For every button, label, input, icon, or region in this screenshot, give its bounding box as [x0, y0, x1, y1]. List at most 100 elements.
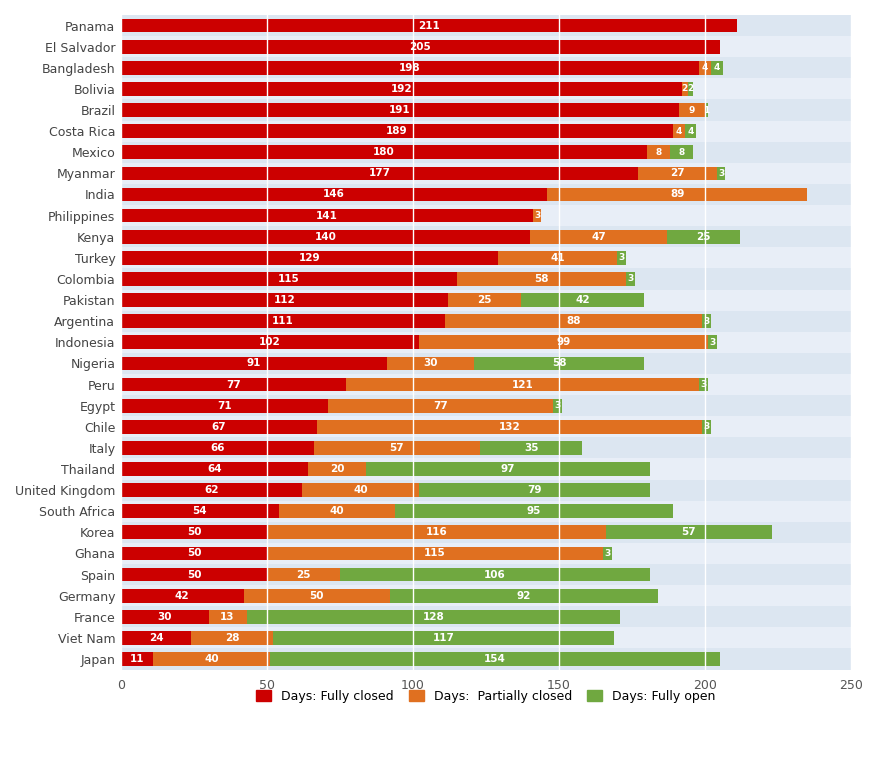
Bar: [121, 416, 850, 438]
Text: 8: 8: [654, 148, 660, 157]
Bar: [121, 19, 737, 33]
Bar: [553, 399, 561, 413]
Text: 64: 64: [207, 464, 222, 474]
Bar: [480, 441, 581, 455]
Text: 71: 71: [217, 400, 232, 410]
Bar: [121, 357, 386, 370]
Bar: [153, 653, 269, 666]
Text: 3: 3: [627, 275, 633, 283]
Text: 4: 4: [701, 64, 708, 72]
Text: 115: 115: [278, 274, 299, 284]
Text: 57: 57: [389, 443, 403, 453]
Text: 3: 3: [709, 338, 715, 347]
Text: 42: 42: [574, 295, 589, 305]
Bar: [121, 248, 850, 269]
Bar: [121, 251, 497, 265]
Text: 91: 91: [246, 358, 260, 369]
Bar: [121, 124, 672, 138]
Bar: [602, 547, 611, 560]
Bar: [121, 500, 850, 522]
Bar: [710, 61, 722, 75]
Text: 50: 50: [187, 528, 201, 537]
Text: 189: 189: [386, 126, 407, 136]
Bar: [121, 230, 529, 244]
Text: 3: 3: [553, 401, 560, 410]
Text: 132: 132: [498, 422, 520, 431]
Bar: [121, 353, 850, 374]
Text: 128: 128: [422, 612, 444, 621]
Text: 191: 191: [389, 105, 410, 115]
Bar: [669, 145, 693, 159]
Bar: [497, 251, 617, 265]
Bar: [121, 293, 447, 307]
Text: 28: 28: [225, 633, 239, 643]
Bar: [445, 314, 702, 328]
Text: 30: 30: [423, 358, 438, 369]
Bar: [418, 483, 649, 497]
Text: 3: 3: [717, 169, 724, 178]
Bar: [532, 209, 541, 223]
Bar: [121, 522, 850, 543]
Text: 57: 57: [681, 528, 695, 537]
Text: 35: 35: [524, 443, 538, 453]
Text: 20: 20: [330, 464, 344, 474]
Bar: [121, 205, 850, 226]
Text: 141: 141: [316, 210, 338, 220]
Text: 54: 54: [192, 506, 207, 516]
Bar: [269, 653, 719, 666]
Bar: [121, 142, 850, 163]
Text: 58: 58: [533, 274, 548, 284]
Text: 62: 62: [204, 485, 218, 495]
Text: 116: 116: [425, 528, 446, 537]
Bar: [267, 525, 605, 539]
Bar: [328, 399, 553, 413]
Text: 89: 89: [669, 189, 684, 200]
Text: 3: 3: [618, 254, 624, 263]
Text: 25: 25: [695, 232, 710, 241]
Text: 47: 47: [590, 232, 605, 241]
Bar: [121, 547, 267, 560]
Bar: [637, 167, 716, 180]
Text: 102: 102: [259, 338, 281, 347]
Bar: [121, 120, 850, 142]
Bar: [121, 163, 850, 184]
Bar: [678, 103, 704, 117]
Text: 112: 112: [274, 295, 295, 305]
Text: 2: 2: [681, 85, 687, 93]
Text: 3: 3: [533, 211, 539, 220]
Text: 95: 95: [526, 506, 541, 516]
Bar: [121, 589, 243, 603]
Bar: [121, 226, 850, 248]
Bar: [121, 649, 850, 670]
Bar: [121, 145, 645, 159]
Bar: [121, 610, 209, 624]
Bar: [121, 82, 681, 96]
Bar: [121, 167, 637, 180]
Text: 79: 79: [526, 485, 541, 495]
Text: 3: 3: [702, 316, 709, 326]
Text: 106: 106: [483, 569, 505, 580]
Bar: [121, 184, 850, 205]
Bar: [121, 525, 267, 539]
Text: 4: 4: [687, 126, 693, 136]
Bar: [121, 99, 850, 120]
Bar: [702, 420, 710, 434]
Text: 9: 9: [688, 105, 695, 114]
Bar: [684, 124, 695, 138]
Bar: [121, 564, 850, 585]
Bar: [625, 272, 634, 286]
Text: 92: 92: [517, 590, 531, 601]
Bar: [273, 631, 614, 645]
Bar: [339, 568, 649, 581]
Bar: [121, 631, 191, 645]
Bar: [246, 610, 620, 624]
Bar: [395, 504, 672, 518]
Bar: [704, 103, 707, 117]
Bar: [605, 525, 772, 539]
Bar: [456, 272, 625, 286]
Bar: [520, 293, 643, 307]
Text: 1: 1: [702, 105, 709, 114]
Text: 3: 3: [603, 549, 610, 558]
Text: 192: 192: [390, 84, 411, 94]
Text: 117: 117: [432, 633, 454, 643]
